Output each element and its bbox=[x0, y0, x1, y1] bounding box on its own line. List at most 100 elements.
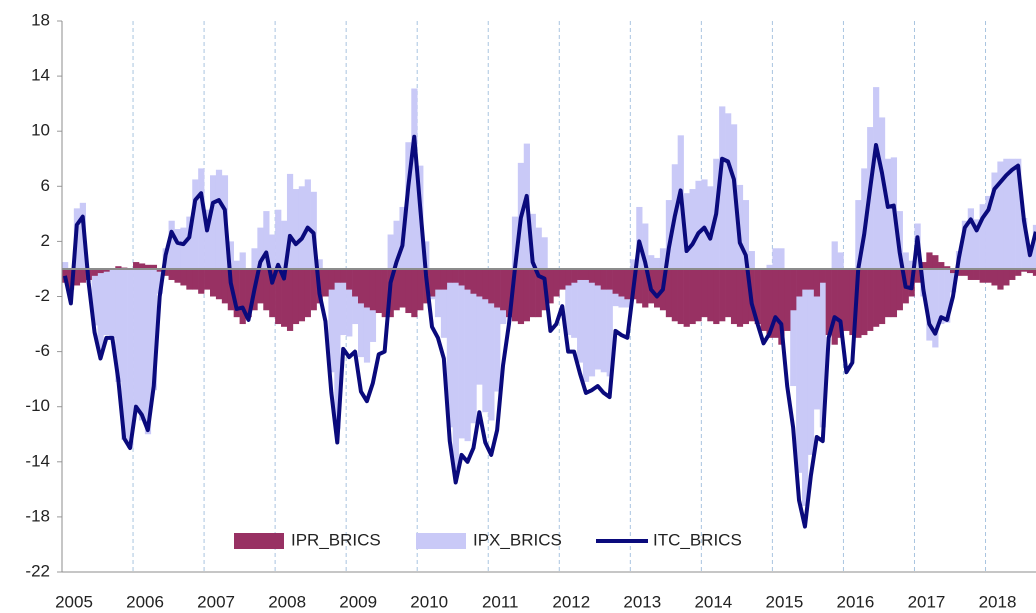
bar bbox=[730, 268, 738, 325]
bar bbox=[310, 191, 317, 269]
bar bbox=[1015, 158, 1022, 269]
bar bbox=[985, 195, 992, 269]
bar bbox=[754, 268, 761, 325]
bar bbox=[719, 106, 726, 269]
bar bbox=[275, 268, 282, 325]
bar bbox=[358, 268, 365, 304]
bar bbox=[582, 268, 590, 280]
line bbox=[63, 134, 1036, 529]
bar bbox=[263, 211, 270, 269]
bar bbox=[813, 268, 821, 297]
bar bbox=[997, 161, 1004, 269]
legend-label: ITC_BRICS bbox=[653, 530, 742, 549]
bar bbox=[802, 268, 809, 506]
bar bbox=[103, 268, 110, 272]
bar bbox=[908, 260, 915, 269]
bar bbox=[784, 268, 791, 331]
bar bbox=[665, 200, 673, 269]
bar bbox=[138, 263, 146, 269]
bar bbox=[961, 220, 969, 269]
bar bbox=[902, 252, 909, 269]
bar bbox=[677, 268, 684, 325]
bar bbox=[411, 88, 418, 269]
bar bbox=[1026, 251, 1034, 269]
bar bbox=[292, 268, 300, 325]
bar bbox=[174, 229, 181, 269]
bar bbox=[772, 268, 779, 338]
bar bbox=[961, 268, 969, 276]
bar bbox=[565, 268, 572, 286]
bar bbox=[204, 268, 211, 290]
bar bbox=[198, 268, 205, 294]
bar bbox=[97, 268, 104, 355]
bar bbox=[979, 204, 986, 269]
bar bbox=[458, 268, 465, 286]
bar bbox=[991, 172, 998, 269]
bar bbox=[115, 268, 122, 382]
bar bbox=[950, 268, 957, 293]
x-tick-label: 2012 bbox=[552, 592, 590, 611]
x-tick-label: 2016 bbox=[837, 592, 875, 611]
bar bbox=[713, 268, 720, 325]
bar bbox=[588, 268, 596, 283]
bar bbox=[701, 268, 708, 318]
bar bbox=[150, 264, 158, 269]
legend-label: IPX_BRICS bbox=[473, 530, 562, 549]
bar bbox=[1003, 158, 1010, 269]
bar bbox=[547, 268, 554, 304]
bar bbox=[606, 268, 613, 290]
bar bbox=[766, 268, 773, 338]
bar bbox=[689, 268, 696, 325]
y-tick-label: -14 bbox=[25, 451, 50, 470]
bar bbox=[482, 268, 489, 300]
bar bbox=[358, 268, 365, 358]
bar bbox=[819, 268, 826, 283]
bar bbox=[796, 268, 803, 297]
x-tick-label: 2017 bbox=[908, 592, 946, 611]
bar bbox=[346, 268, 353, 290]
y-tick-label: 6 bbox=[41, 176, 50, 195]
bar bbox=[186, 268, 193, 290]
bar bbox=[565, 268, 572, 336]
bar bbox=[286, 268, 294, 331]
bar bbox=[292, 189, 300, 269]
bar bbox=[369, 268, 377, 311]
bar bbox=[807, 268, 815, 290]
bar bbox=[559, 268, 566, 290]
bar bbox=[310, 268, 317, 311]
bar bbox=[434, 268, 442, 290]
y-tick-label: -6 bbox=[35, 341, 50, 360]
bar bbox=[991, 268, 998, 286]
bar bbox=[600, 268, 607, 290]
x-tick-label: 2005 bbox=[55, 592, 93, 611]
bar bbox=[582, 268, 590, 382]
bar bbox=[571, 268, 578, 283]
bar bbox=[429, 268, 436, 297]
bar bbox=[138, 268, 146, 421]
bar bbox=[654, 257, 661, 269]
bar bbox=[381, 268, 388, 318]
bar bbox=[144, 264, 152, 269]
bar bbox=[914, 268, 921, 283]
bar bbox=[944, 268, 951, 323]
bar bbox=[446, 268, 454, 283]
bar bbox=[434, 268, 442, 318]
bar bbox=[393, 220, 400, 269]
bar bbox=[701, 179, 708, 269]
bar bbox=[133, 268, 140, 414]
bar bbox=[452, 268, 459, 283]
legend-swatch bbox=[416, 533, 466, 549]
bar bbox=[127, 268, 134, 449]
bar bbox=[944, 266, 951, 269]
bar bbox=[878, 117, 886, 269]
bar bbox=[985, 268, 992, 283]
legend-label: IPR_BRICS bbox=[291, 530, 381, 549]
bar bbox=[1032, 224, 1036, 269]
bar bbox=[417, 268, 424, 311]
bar bbox=[162, 268, 169, 276]
bar bbox=[760, 268, 767, 331]
bar bbox=[363, 268, 371, 308]
bar bbox=[831, 241, 838, 269]
bar bbox=[535, 227, 542, 269]
bar bbox=[174, 268, 181, 283]
